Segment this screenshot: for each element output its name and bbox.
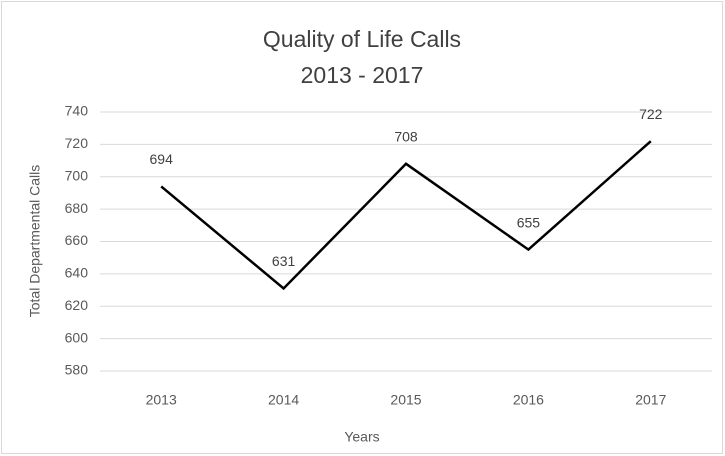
data-label: 655 <box>517 214 541 230</box>
x-tick-label: 2017 <box>635 392 666 408</box>
y-tick-label: 720 <box>65 135 89 151</box>
x-tick-label: 2014 <box>268 392 299 408</box>
data-label: 631 <box>272 253 296 269</box>
y-tick-label: 740 <box>65 103 89 119</box>
x-tick-label: 2015 <box>390 392 421 408</box>
x-axis-label: Years <box>344 429 379 445</box>
y-tick-label: 600 <box>65 329 89 345</box>
y-tick-label: 700 <box>65 167 89 183</box>
y-tick-label: 640 <box>65 265 89 281</box>
data-label: 708 <box>394 129 418 145</box>
chart-title: Quality of Life Calls <box>263 26 461 52</box>
data-label: 722 <box>639 106 663 122</box>
y-axis-label: Total Departmental Calls <box>27 165 43 318</box>
x-tick-label: 2016 <box>513 392 544 408</box>
y-tick-label: 620 <box>65 297 89 313</box>
line <box>160 140 652 291</box>
x-tick-label: 2013 <box>146 392 177 408</box>
chart-subtitle: 2013 - 2017 <box>301 62 424 88</box>
y-tick-label: 680 <box>65 200 89 216</box>
y-tick-label: 660 <box>65 232 89 248</box>
y-tick-label: 580 <box>65 362 89 378</box>
data-label: 694 <box>150 151 174 167</box>
